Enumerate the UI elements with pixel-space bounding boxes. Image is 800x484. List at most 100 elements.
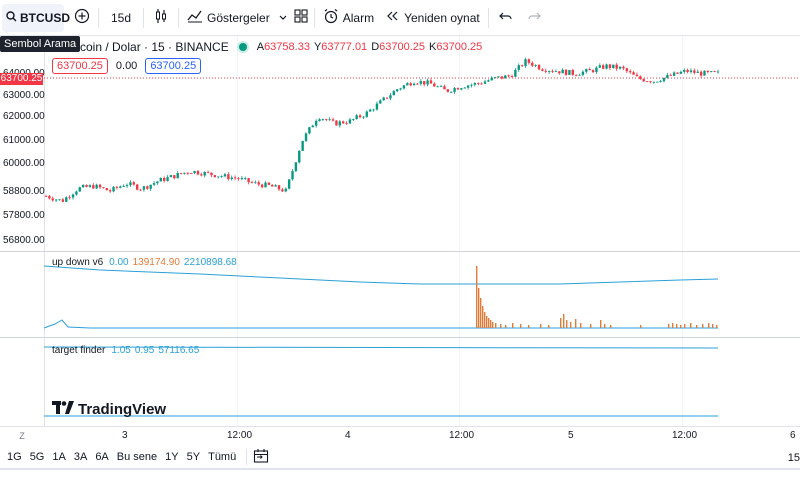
candle-body [710,71,713,72]
candle-body [402,85,406,89]
candle-body [135,184,139,190]
price-chart[interactable] [0,36,800,251]
candle-body [423,81,426,85]
range-1d[interactable]: 1G [7,451,22,463]
candle-body [132,182,135,185]
indicator-bar [495,323,497,328]
layout-button[interactable] [290,4,312,32]
candle-body [193,171,196,174]
candle-body [95,184,98,189]
indicators-button[interactable]: Göstergeler [181,4,276,32]
candle-body [470,84,473,86]
chart-type-button[interactable] [146,4,176,32]
symbol-search-button[interactable]: BTCUSD [2,3,70,32]
main-legend[interactable]: Bitcoin / Dolar · 15 · BINANCE A 63758.33… [66,40,484,54]
candle-body [54,199,58,201]
candle-body [480,83,483,85]
interval-button[interactable]: 15d [111,10,132,25]
candle-body [301,140,304,151]
time-tick: 12:00 [672,430,698,441]
indicator-legend-target[interactable]: target finder 1.05 0.95 57116.65 [52,345,199,356]
indicator-bar [570,322,572,328]
candle-body [622,66,625,69]
candle-body [460,88,463,90]
time-tick: 6 [790,430,796,441]
candle-body [514,69,517,77]
range-all[interactable]: Tümü [208,451,237,463]
tradingview-logo: TradingView [52,401,166,418]
range-3m[interactable]: 3A [73,451,88,463]
candle-body [683,69,686,72]
candle-body [409,83,412,86]
toolbar-divider [143,7,145,28]
candle-body [311,125,314,128]
candle-body [578,74,581,76]
undo-icon [498,10,513,25]
compare-button[interactable] [68,4,96,32]
candle-body [348,119,352,124]
candle-body [318,119,321,121]
chart-area[interactable] [0,36,800,426]
candle-body [456,88,460,90]
candle-body [271,184,274,187]
candle-body [88,185,92,187]
candle-body [656,81,659,83]
range-5y[interactable]: 5Y [186,451,201,463]
price-axis-border [44,36,45,426]
indicator-bar [488,318,490,328]
time-axis[interactable]: Z 3 12:00 4 12:00 5 12:00 6 [0,426,800,444]
candle-body [379,100,382,104]
sell-button[interactable]: 63700.25 [52,58,108,74]
candle-body [98,184,102,188]
indicators-dropdown[interactable] [276,4,290,32]
candle-body [463,87,466,89]
candle-body [122,186,125,187]
candle-body [618,66,622,69]
candle-body [645,81,649,83]
range-6m[interactable]: 6A [95,451,109,463]
candle-body [260,184,264,188]
pane-separator[interactable] [0,337,800,338]
indicator-legend-updown[interactable]: up down v6 0.00 139174.90 2210898.68 [52,257,237,268]
candle-body [368,109,372,112]
candle-body [65,197,68,202]
low-value: 63700.25 [379,41,426,53]
candle-body [541,69,544,71]
candle-body [142,186,146,190]
candle-body [716,71,720,73]
last-price-tag: 63700.25 [0,73,43,85]
price-tick: 57800.00 [3,210,45,221]
pane-separator[interactable] [0,251,800,252]
undo-button[interactable] [491,4,521,32]
candle-body [659,81,662,82]
indicator-bar [610,325,612,328]
range-1m[interactable]: 1A [52,451,66,463]
grid-layout-icon [294,9,308,26]
candle-body [223,174,227,177]
goto-date-button[interactable] [253,448,269,467]
buy-button[interactable]: 63700.25 [145,58,202,74]
candle-body [473,83,477,85]
indicator-bar [566,320,568,328]
redo-button[interactable] [521,4,547,32]
range-ytd[interactable]: Bu sene [116,451,158,463]
indicator-bar [604,324,606,328]
up-down-indicator-pane[interactable] [0,252,800,338]
target-finder-pane[interactable] [0,338,800,426]
range-1y[interactable]: 1Y [165,451,179,463]
indicators-label: Göstergeler [207,10,270,25]
candle-body [358,115,362,118]
candle-body [493,77,497,78]
price-tick: 60000.00 [3,158,45,169]
replay-button[interactable]: Yeniden oynat [380,4,486,32]
range-5d[interactable]: 5G [29,451,45,463]
timezone-button[interactable]: Z [19,431,25,441]
price-tick: 58800.00 [3,186,45,197]
candle-body [203,171,206,176]
indicator-bar [560,318,562,328]
indicator-bar [520,324,522,328]
candle-body [561,69,564,74]
candle-body [331,119,335,121]
alarm-button[interactable]: Alarm [317,4,380,32]
candle-body [699,71,703,76]
